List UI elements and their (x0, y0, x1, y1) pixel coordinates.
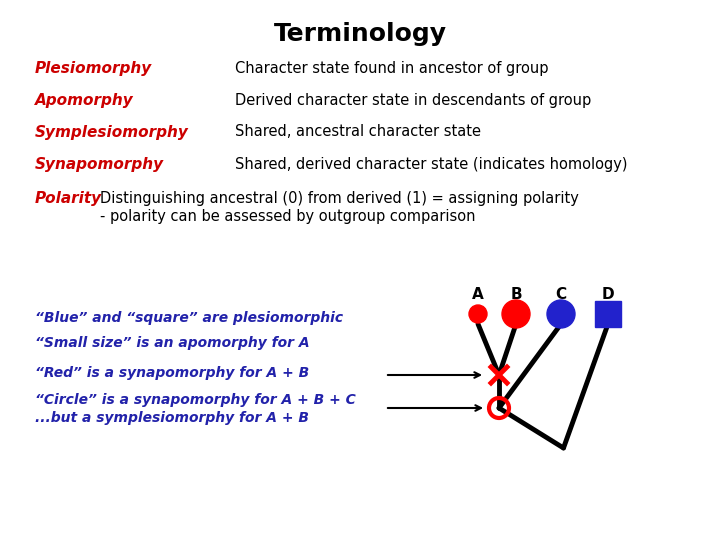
Circle shape (502, 300, 530, 328)
Text: Polarity: Polarity (35, 191, 102, 206)
Text: A: A (472, 287, 484, 302)
Text: “Blue” and “square” are plesiomorphic: “Blue” and “square” are plesiomorphic (35, 311, 343, 325)
Text: - polarity can be assessed by outgroup comparison: - polarity can be assessed by outgroup c… (100, 208, 475, 224)
Text: ...but a symplesiomorphy for A + B: ...but a symplesiomorphy for A + B (35, 411, 309, 425)
Text: Distinguishing ancestral (0) from derived (1) = assigning polarity: Distinguishing ancestral (0) from derive… (100, 191, 579, 206)
Text: Shared, ancestral character state: Shared, ancestral character state (235, 125, 481, 139)
Text: Apomorphy: Apomorphy (35, 92, 134, 107)
Text: “Red” is a synapomorphy for A + B: “Red” is a synapomorphy for A + B (35, 366, 310, 380)
Circle shape (547, 300, 575, 328)
Text: Shared, derived character state (indicates homology): Shared, derived character state (indicat… (235, 157, 628, 172)
Text: Character state found in ancestor of group: Character state found in ancestor of gro… (235, 60, 549, 76)
Text: Synapomorphy: Synapomorphy (35, 157, 164, 172)
Text: “Small size” is an apomorphy for A: “Small size” is an apomorphy for A (35, 336, 310, 350)
Circle shape (469, 305, 487, 323)
Text: Terminology: Terminology (274, 22, 446, 46)
Bar (595, 301, 621, 327)
Text: B: B (510, 287, 522, 302)
Text: Derived character state in descendants of group: Derived character state in descendants o… (235, 92, 591, 107)
Text: C: C (555, 287, 567, 302)
Text: Symplesiomorphy: Symplesiomorphy (35, 125, 189, 139)
Text: “Circle” is a synapomorphy for A + B + C: “Circle” is a synapomorphy for A + B + C (35, 393, 356, 407)
Text: Plesiomorphy: Plesiomorphy (35, 60, 152, 76)
Text: D: D (602, 287, 614, 302)
